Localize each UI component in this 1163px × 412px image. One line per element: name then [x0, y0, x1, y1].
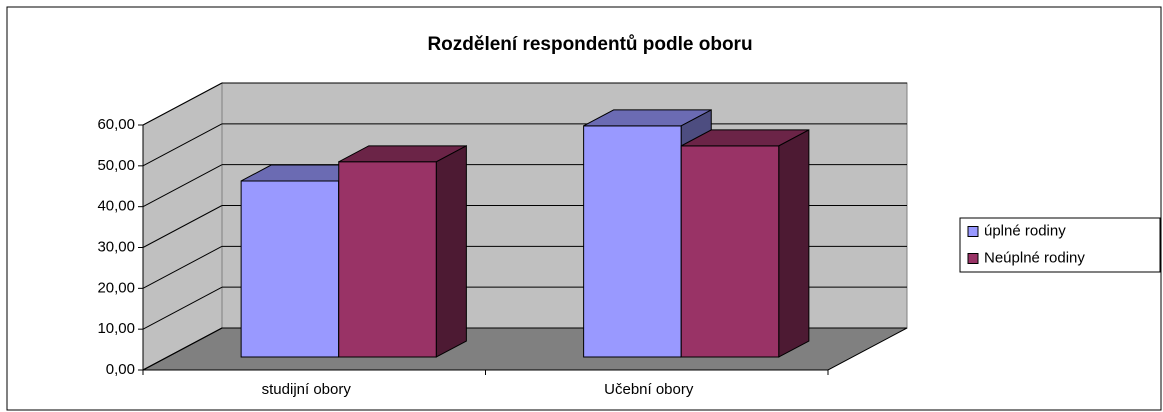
- bar-face: [680, 145, 780, 358]
- legend-box: [959, 217, 1161, 273]
- y-tick-label: 20,00: [97, 279, 135, 296]
- bar: [338, 145, 467, 358]
- grid-line: [142, 123, 223, 167]
- y-tick-label: 10,00: [97, 320, 135, 337]
- x-tick-label: Učební obory: [604, 381, 694, 398]
- grid-line: [142, 164, 223, 208]
- bar-face: [240, 180, 340, 358]
- legend-label: Neúplné rodiny: [984, 249, 1085, 266]
- y-tick-label: 50,00: [97, 157, 135, 174]
- chart-title: Rozdělení respondentů podle oboru: [427, 34, 752, 55]
- grid-line: [142, 327, 223, 371]
- bar-face: [778, 129, 810, 358]
- bar-face: [435, 145, 467, 358]
- legend-swatch: [967, 226, 979, 237]
- bar: [680, 129, 810, 358]
- grid-line: [142, 286, 223, 330]
- legend-swatch: [967, 253, 979, 264]
- y-tick-label: 0,00: [106, 361, 135, 378]
- x-tick-label: studijní obory: [262, 381, 352, 398]
- grid-line: [142, 82, 223, 126]
- y-tick-label: 60,00: [97, 116, 135, 133]
- grid-line: [142, 205, 223, 248]
- legend-label: úplné rodiny: [984, 222, 1066, 239]
- bar-face: [583, 125, 682, 358]
- bar-face: [338, 161, 437, 358]
- grid-line: [142, 245, 223, 289]
- y-tick-label: 30,00: [97, 238, 135, 255]
- y-tick-label: 40,00: [97, 198, 135, 215]
